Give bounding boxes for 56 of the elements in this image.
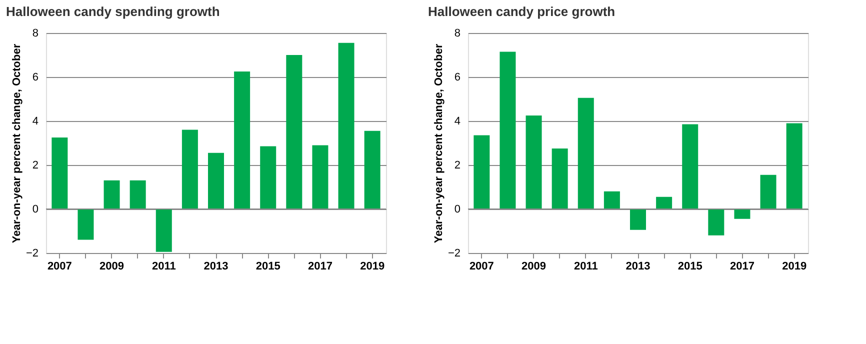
y-tick-label: −2 <box>448 248 460 260</box>
bar <box>474 135 490 209</box>
bar <box>760 174 776 209</box>
x-tick-label: 2019 <box>782 260 807 272</box>
y-tick-label: −2 <box>26 248 38 260</box>
x-tick-label: 2009 <box>522 260 546 272</box>
bar <box>78 209 94 240</box>
x-tick-label: 2007 <box>469 260 494 272</box>
bar <box>104 180 120 209</box>
bar <box>52 138 68 209</box>
bar <box>208 152 224 209</box>
bar <box>234 72 250 209</box>
y-tick-label: 6 <box>32 72 38 84</box>
x-tick-label: 2017 <box>730 260 754 272</box>
bar <box>526 116 542 209</box>
x-tick-label: 2011 <box>152 260 176 272</box>
y-tick-label: 0 <box>454 204 460 216</box>
chart-title: Halloween candy spending growth <box>6 4 220 19</box>
y-tick-label: 4 <box>32 116 38 128</box>
bar <box>156 209 172 252</box>
bar <box>578 98 594 209</box>
x-tick-label: 2007 <box>47 260 72 272</box>
x-tick-label: 2013 <box>204 260 228 272</box>
x-tick-label: 2015 <box>256 260 280 272</box>
bar <box>786 123 802 209</box>
bar <box>630 209 646 230</box>
x-tick-label: 2017 <box>308 260 332 272</box>
bar <box>604 191 620 209</box>
y-tick-label: 2 <box>454 160 460 172</box>
y-tick-label: 0 <box>32 204 38 216</box>
bar <box>656 196 672 209</box>
bar <box>734 209 750 219</box>
bar <box>552 148 568 209</box>
x-tick-label: 2009 <box>100 260 124 272</box>
y-axis-title: Year-on-year percent change, October <box>10 43 23 244</box>
y-axis-title: Year-on-year percent change, October <box>432 43 445 244</box>
bar <box>286 55 302 209</box>
bar <box>500 52 516 209</box>
bar <box>260 146 276 209</box>
y-tick-label: 8 <box>32 28 38 40</box>
bar <box>312 145 328 209</box>
bar <box>338 42 354 209</box>
bar <box>708 209 724 236</box>
y-tick-label: 8 <box>454 28 460 40</box>
y-tick-label: 2 <box>32 160 38 172</box>
bar <box>364 130 380 209</box>
y-tick-label: 4 <box>454 116 460 128</box>
x-tick-label: 2015 <box>678 260 702 272</box>
x-tick-label: 2019 <box>360 260 385 272</box>
y-tick-label: 6 <box>454 72 460 84</box>
x-tick-label: 2011 <box>574 260 598 272</box>
chart-title: Halloween candy price growth <box>428 4 616 19</box>
bar <box>130 180 146 209</box>
bar <box>682 124 698 209</box>
bar <box>182 130 198 209</box>
x-tick-label: 2013 <box>626 260 650 272</box>
